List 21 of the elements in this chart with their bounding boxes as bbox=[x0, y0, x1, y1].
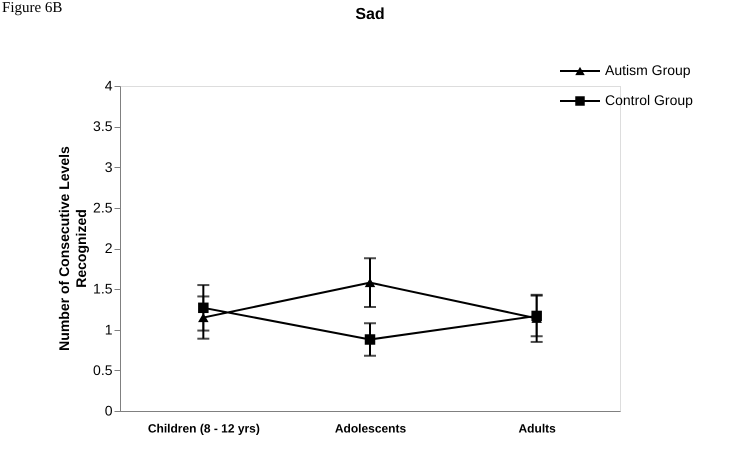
y-tick-label: 4 bbox=[104, 78, 113, 94]
caption: Figure 6B bbox=[2, 0, 62, 16]
y-tick-label: 3 bbox=[104, 158, 113, 175]
x-tick-label: Adolescents bbox=[334, 422, 406, 436]
point bbox=[364, 334, 376, 345]
y-tick-label: 2.5 bbox=[93, 199, 113, 216]
point bbox=[198, 313, 209, 322]
x-tick-label: Children (8 - 12 yrs) bbox=[148, 422, 260, 436]
legend-label: Control Group bbox=[605, 92, 694, 108]
point bbox=[198, 302, 209, 314]
y-tick-label: 2 bbox=[104, 240, 113, 256]
y-tick-label: 3.5 bbox=[93, 118, 113, 134]
legend-label: Autism Group bbox=[605, 62, 691, 78]
y-tick-label: 1 bbox=[104, 321, 113, 338]
y-tick-label: 1.5 bbox=[93, 280, 113, 297]
y-axis-title: Number of Consecutive Levels Recognized bbox=[56, 146, 89, 351]
y-tick-label: 0 bbox=[104, 402, 113, 418]
chart-title: Sad bbox=[355, 6, 385, 23]
point bbox=[364, 278, 376, 288]
y-tick-label: 0.5 bbox=[93, 362, 113, 378]
x-tick-label: Adults bbox=[518, 422, 556, 436]
